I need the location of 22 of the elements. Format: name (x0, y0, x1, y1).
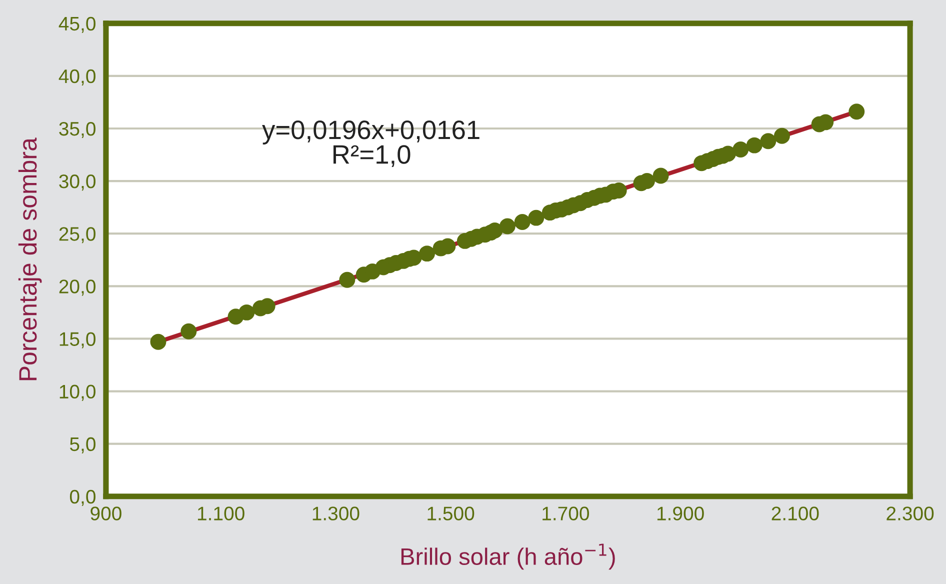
y-tick-label: 10,0 (60, 384, 96, 401)
x-tick-label: 1.300 (312, 506, 360, 520)
x-tick-label: 900 (90, 506, 122, 520)
y-tick-label: 35,0 (59, 122, 96, 138)
annotation: y=0,0196x+0,0161 (262, 120, 480, 144)
y-tick-label: 25,0 (59, 227, 96, 244)
y-tick-label: 20,0 (59, 280, 96, 296)
x-tick-label: 1.700 (542, 506, 590, 520)
y-tick-label: 5,0 (70, 437, 96, 454)
x-tick-label: 2.100 (772, 506, 819, 520)
y-tick-label: 40,0 (58, 69, 96, 86)
x-tick-label: 1.900 (657, 506, 704, 520)
x-tick-label: 2.300 (886, 506, 934, 520)
y-tick-label: 45,0 (58, 16, 96, 33)
y-tick-label: 0,0 (70, 490, 96, 506)
y-tick-label: 30,0 (59, 174, 96, 191)
annotation: R²=1,0 (334, 145, 410, 167)
x-axis-title: Brillo solar (h año$^{−1}$) (401, 544, 615, 570)
x-tick-label: 1.100 (198, 506, 244, 520)
y-tick-label: 15,0 (60, 332, 96, 348)
y-axis-title: Porcentaje de sombra (18, 138, 42, 380)
x-tick-label: 1.500 (428, 506, 474, 520)
